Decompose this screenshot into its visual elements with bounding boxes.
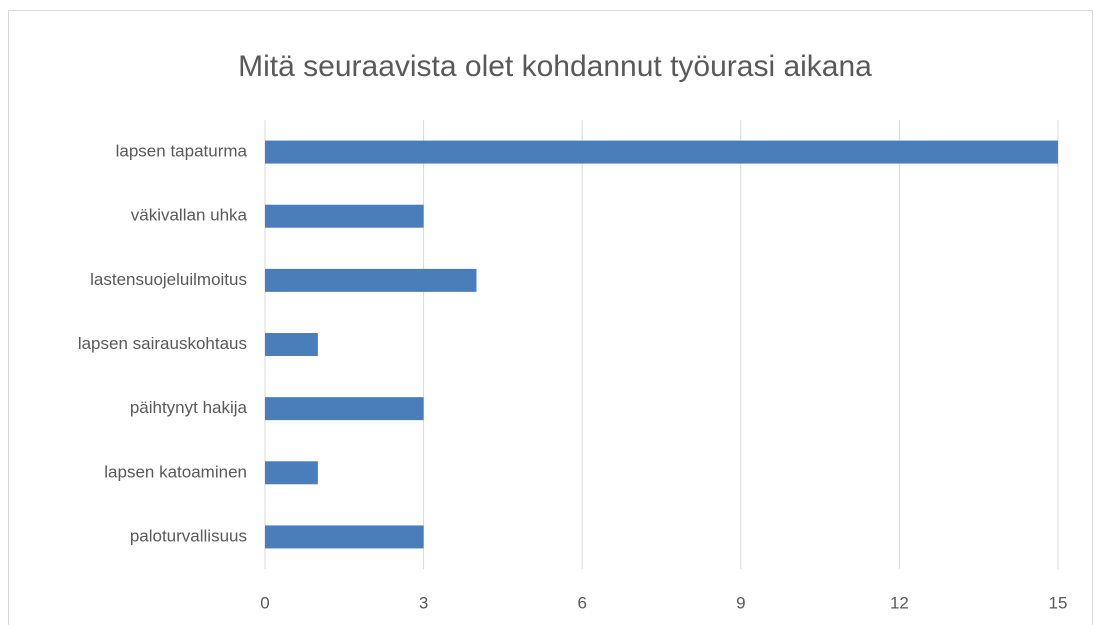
y-tick-label: päihtynyt hakija	[130, 398, 248, 417]
chart-title: Mitä seuraavista olet kohdannut työurasi…	[238, 50, 872, 83]
x-tick-label: 9	[736, 593, 745, 612]
bar	[265, 461, 318, 485]
bar	[265, 204, 424, 228]
y-tick-label: lapsen tapaturma	[116, 142, 248, 161]
x-tick-label: 15	[1049, 593, 1068, 612]
bar	[265, 333, 318, 356]
y-tick-label: lapsen sairauskohtaus	[78, 334, 247, 353]
chart-border	[8, 10, 1093, 625]
x-tick-label: 3	[419, 593, 428, 612]
bar	[265, 525, 424, 549]
bar	[265, 397, 424, 421]
x-tick-label: 12	[890, 593, 909, 612]
bar	[265, 140, 1058, 164]
x-tick-label: 6	[577, 593, 586, 612]
y-tick-label: paloturvallisuus	[130, 526, 247, 545]
y-tick-label: väkivallan uhka	[131, 206, 248, 225]
y-tick-label: lastensuojeluilmoitus	[90, 270, 247, 289]
y-tick-label: lapsen katoaminen	[104, 462, 247, 481]
x-tick-label: 0	[260, 593, 269, 612]
bar	[265, 268, 477, 292]
